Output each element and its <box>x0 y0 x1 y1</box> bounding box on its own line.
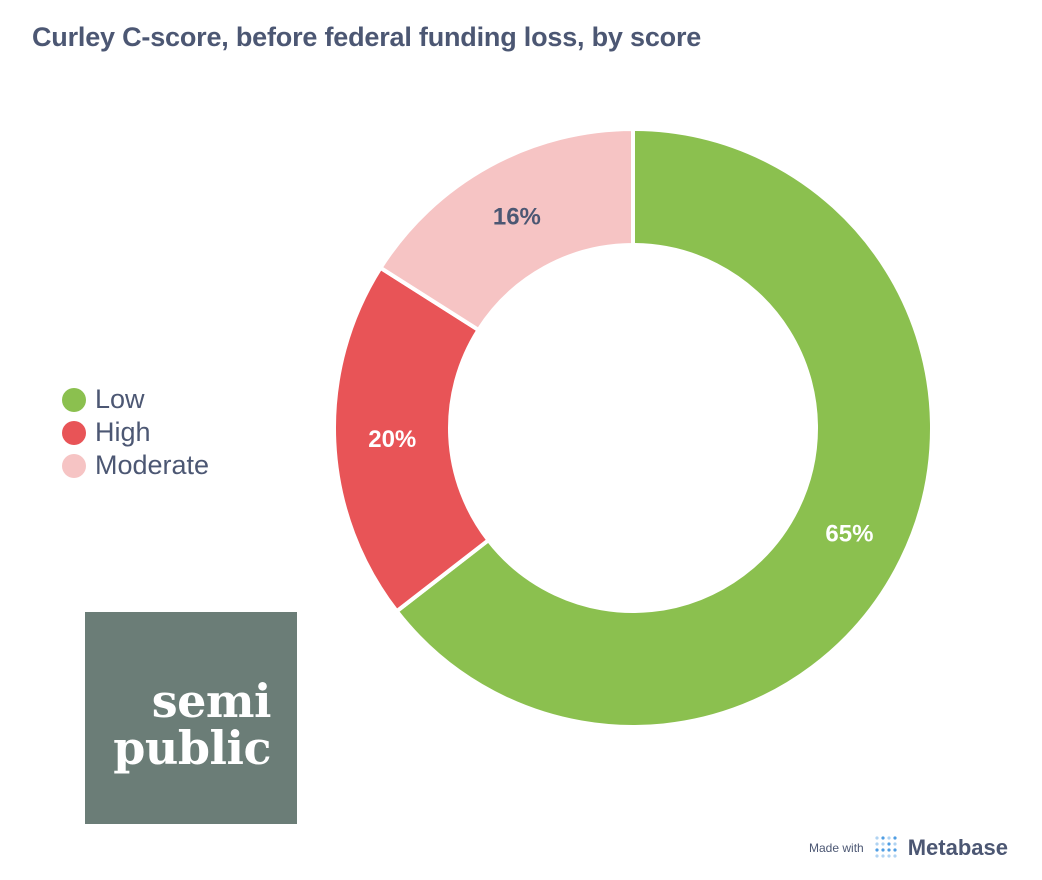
donut-slice-high[interactable] <box>332 265 492 615</box>
semipublic-logo: semi public <box>85 612 297 824</box>
logo-text-semi: semi <box>151 674 272 728</box>
donut-slice-moderate[interactable] <box>377 126 635 333</box>
data-label-high: 20% <box>368 426 416 453</box>
legend-label-moderate: Moderate <box>95 450 210 480</box>
legend-item-low[interactable]: Low <box>62 383 209 416</box>
data-label-moderate: 16% <box>493 203 541 230</box>
data-label-low: 65% <box>825 521 873 548</box>
legend-item-high[interactable]: High <box>62 416 209 449</box>
legend-dot-low <box>62 387 86 412</box>
legend-dot-moderate <box>62 453 86 478</box>
legend-dot-high <box>62 420 86 445</box>
legend-label-low: Low <box>95 384 145 414</box>
logo-text-public: public <box>113 721 271 775</box>
metabase-logo-icon <box>875 836 897 858</box>
made-with-label: Made with <box>809 841 864 855</box>
made-with-metabase[interactable]: Made with Metabase <box>809 834 1008 862</box>
donut-slice-low[interactable] <box>393 126 934 729</box>
chart-title: Curley C-score, before federal funding l… <box>32 22 702 52</box>
metabase-brand: Metabase <box>907 835 1008 860</box>
legend-label-high: High <box>95 417 151 447</box>
chart-legend: Low High Moderate <box>62 383 209 482</box>
legend-item-moderate[interactable]: Moderate <box>62 449 209 482</box>
